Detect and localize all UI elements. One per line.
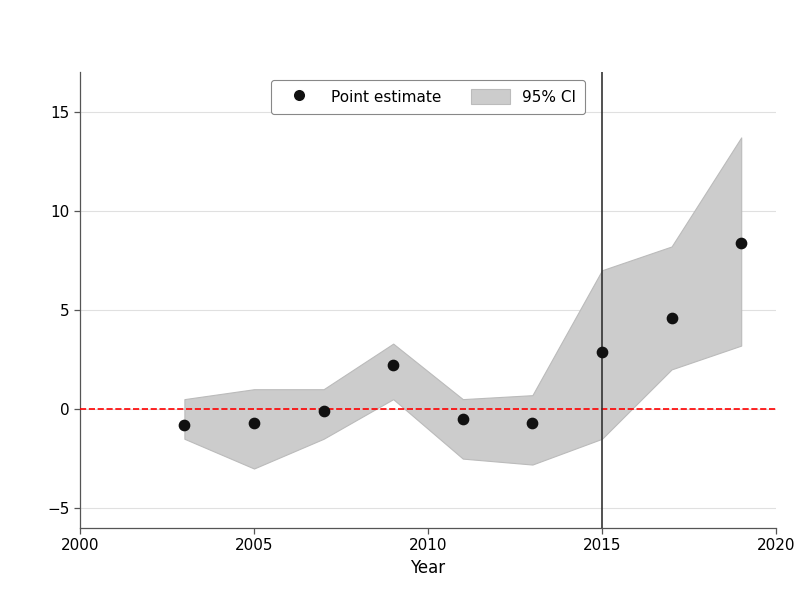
- Point: [178, 420, 191, 430]
- X-axis label: Year: Year: [410, 559, 446, 577]
- Point: [457, 414, 470, 424]
- Point: [387, 361, 400, 370]
- Point: [596, 347, 609, 356]
- Point: [318, 406, 330, 416]
- Point: [735, 238, 748, 247]
- Point: [248, 418, 261, 428]
- Point: [666, 313, 678, 323]
- Legend: Point estimate, 95% CI: Point estimate, 95% CI: [271, 80, 585, 114]
- Point: [526, 418, 539, 428]
